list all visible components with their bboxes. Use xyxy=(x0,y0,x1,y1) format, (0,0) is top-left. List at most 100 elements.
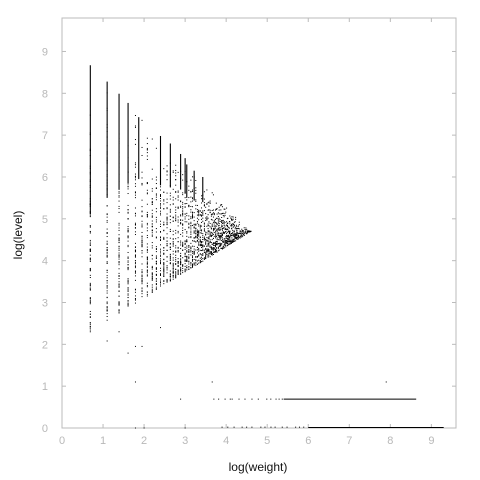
data-point xyxy=(118,281,120,283)
data-point xyxy=(172,216,174,218)
data-point xyxy=(106,228,108,230)
data-point xyxy=(184,213,186,215)
data-point xyxy=(205,249,207,251)
data-point xyxy=(175,263,177,265)
data-point xyxy=(180,248,182,250)
data-point xyxy=(220,209,222,211)
data-point xyxy=(163,263,165,265)
data-point xyxy=(236,233,238,235)
data-point xyxy=(89,329,91,331)
data-point xyxy=(239,232,241,234)
data-point xyxy=(223,232,225,234)
data-point xyxy=(127,260,129,262)
y-tick-label: 0 xyxy=(42,423,48,435)
data-point xyxy=(182,270,184,272)
data-point xyxy=(166,202,168,204)
data-point xyxy=(89,250,91,252)
data-point xyxy=(201,214,203,216)
data-point xyxy=(186,199,188,201)
data-point xyxy=(199,214,201,216)
data-point xyxy=(227,229,229,231)
data-point xyxy=(233,232,235,234)
data-point xyxy=(224,239,226,241)
data-point xyxy=(237,238,239,240)
data-point xyxy=(193,230,195,232)
data-point xyxy=(209,252,211,254)
data-point xyxy=(214,237,216,239)
data-point xyxy=(175,216,177,218)
data-point xyxy=(106,213,108,215)
data-point xyxy=(247,230,249,232)
data-point xyxy=(202,244,204,246)
data-point xyxy=(169,280,171,282)
data-point xyxy=(214,245,216,247)
data-point xyxy=(207,217,209,219)
data-point xyxy=(211,243,213,245)
data-point xyxy=(146,258,148,260)
data-point xyxy=(127,294,129,296)
data-point xyxy=(210,236,212,238)
data-point xyxy=(210,214,212,216)
data-point xyxy=(106,275,108,277)
data-point xyxy=(223,246,225,248)
data-point xyxy=(208,205,210,207)
data-point xyxy=(118,211,120,213)
data-point xyxy=(218,245,220,247)
data-point xyxy=(182,265,184,267)
data-point xyxy=(169,279,171,281)
data-point xyxy=(203,224,205,226)
data-point xyxy=(89,260,91,262)
data-point xyxy=(182,215,184,217)
data-point xyxy=(218,228,220,230)
data-point xyxy=(208,251,210,253)
data-point xyxy=(184,271,186,273)
data-point xyxy=(106,316,108,318)
data-point xyxy=(211,224,213,226)
data-point xyxy=(134,275,136,277)
data-point xyxy=(244,231,246,233)
data-point xyxy=(134,185,136,187)
data-point xyxy=(192,265,194,267)
data-point xyxy=(118,240,120,242)
data-point xyxy=(141,252,143,254)
data-point xyxy=(237,237,239,239)
data-point xyxy=(166,208,168,210)
data-point xyxy=(193,224,195,226)
data-point xyxy=(134,139,136,141)
data-point xyxy=(230,240,232,242)
data-point xyxy=(229,230,231,232)
data-point xyxy=(151,188,153,190)
data-point xyxy=(146,293,148,295)
data-point xyxy=(234,228,236,230)
band-point xyxy=(257,398,259,400)
data-point xyxy=(209,222,211,224)
data-point xyxy=(195,192,197,194)
data-point xyxy=(182,265,184,267)
data-point xyxy=(180,219,182,221)
data-point xyxy=(146,274,148,276)
data-point xyxy=(141,225,143,227)
data-point xyxy=(201,207,203,209)
data-point xyxy=(180,271,182,273)
data-point xyxy=(210,231,212,233)
data-point xyxy=(166,174,168,176)
data-point xyxy=(196,237,198,239)
data-point xyxy=(215,240,217,242)
data-point xyxy=(134,291,136,293)
data-point xyxy=(210,251,212,253)
data-point xyxy=(134,246,136,248)
data-point xyxy=(198,215,200,217)
data-point xyxy=(163,268,165,270)
data-point xyxy=(240,236,242,238)
data-point xyxy=(127,280,129,282)
data-point xyxy=(175,232,177,234)
data-point xyxy=(188,266,190,268)
data-point xyxy=(192,257,194,259)
data-point xyxy=(160,244,161,246)
data-point xyxy=(141,220,143,222)
data-point xyxy=(155,231,157,233)
data-point xyxy=(127,282,129,284)
data-point xyxy=(237,235,239,237)
data-point xyxy=(134,298,136,300)
data-point xyxy=(127,209,129,211)
